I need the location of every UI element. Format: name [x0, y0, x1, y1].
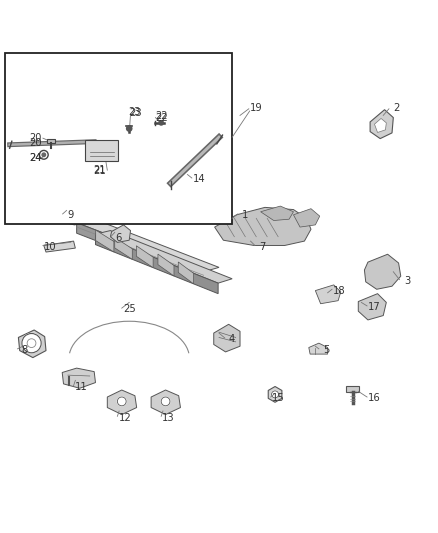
Circle shape	[117, 397, 126, 406]
Text: 13: 13	[162, 413, 175, 423]
Polygon shape	[261, 206, 293, 221]
Polygon shape	[346, 386, 359, 392]
Text: 9: 9	[67, 210, 73, 220]
Text: 2: 2	[393, 103, 399, 113]
Text: 23: 23	[129, 107, 141, 117]
FancyBboxPatch shape	[85, 140, 118, 161]
Text: 6: 6	[115, 233, 121, 243]
Polygon shape	[95, 234, 218, 294]
Text: 18: 18	[333, 286, 346, 296]
Text: 12: 12	[118, 413, 131, 423]
Polygon shape	[178, 262, 194, 284]
Polygon shape	[158, 254, 174, 276]
Polygon shape	[136, 246, 153, 268]
Text: 25: 25	[123, 304, 136, 314]
Bar	[5, 53, 232, 223]
Circle shape	[22, 334, 41, 353]
Text: 22: 22	[155, 112, 169, 123]
Text: 21: 21	[94, 165, 106, 175]
Text: 11: 11	[74, 382, 88, 392]
Text: 15: 15	[272, 393, 285, 403]
Text: 24: 24	[30, 153, 42, 163]
Text: 23: 23	[130, 108, 142, 118]
Text: 16: 16	[368, 393, 381, 403]
Polygon shape	[77, 223, 204, 282]
Polygon shape	[370, 110, 393, 139]
Text: 3: 3	[404, 276, 410, 286]
Circle shape	[161, 397, 170, 406]
Polygon shape	[309, 343, 328, 354]
Text: 8: 8	[21, 345, 27, 355]
Polygon shape	[115, 237, 132, 260]
Text: 1: 1	[242, 210, 248, 220]
Polygon shape	[110, 225, 131, 243]
Polygon shape	[77, 219, 219, 272]
Polygon shape	[315, 285, 341, 304]
Bar	[47, 139, 55, 142]
Text: 24: 24	[30, 153, 42, 163]
Text: 10: 10	[44, 242, 57, 252]
Polygon shape	[364, 254, 401, 289]
Text: 19: 19	[250, 103, 263, 113]
Text: 20: 20	[30, 133, 42, 143]
Circle shape	[159, 120, 163, 125]
Polygon shape	[62, 368, 95, 388]
Polygon shape	[107, 390, 137, 415]
Text: 21: 21	[93, 166, 106, 176]
Polygon shape	[95, 230, 114, 252]
Polygon shape	[18, 330, 46, 358]
Text: 20: 20	[30, 138, 42, 148]
Polygon shape	[358, 294, 386, 320]
Polygon shape	[95, 231, 232, 283]
Text: 4: 4	[229, 334, 235, 344]
Polygon shape	[215, 207, 311, 246]
Circle shape	[127, 126, 132, 131]
Text: 22: 22	[155, 111, 167, 122]
Text: 5: 5	[323, 345, 329, 355]
Polygon shape	[214, 324, 240, 352]
Circle shape	[42, 153, 46, 157]
Polygon shape	[44, 241, 75, 252]
Polygon shape	[293, 209, 320, 227]
Polygon shape	[268, 386, 282, 402]
Text: 7: 7	[260, 242, 266, 252]
Polygon shape	[374, 118, 386, 133]
Text: 17: 17	[368, 302, 381, 312]
Polygon shape	[60, 204, 90, 225]
Text: 14: 14	[193, 174, 205, 184]
Circle shape	[272, 391, 279, 398]
Polygon shape	[151, 390, 180, 415]
Polygon shape	[155, 166, 196, 185]
